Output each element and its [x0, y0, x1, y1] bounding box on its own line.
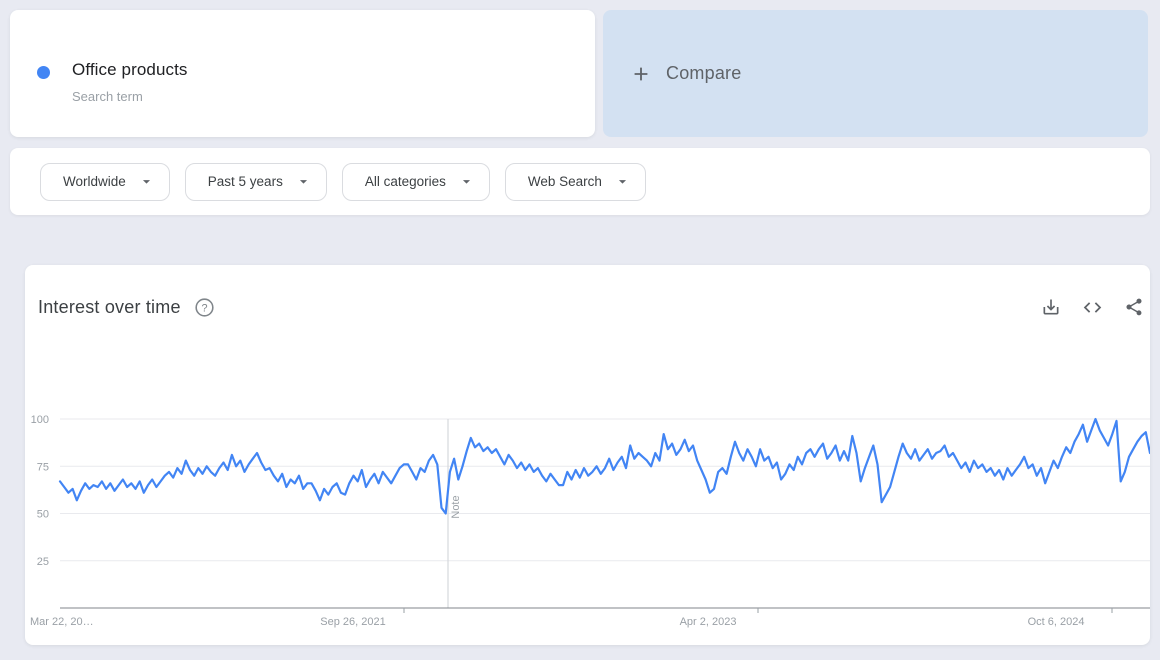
- chevron-down-icon: [142, 180, 150, 184]
- interest-over-time-card: Interest over time ? 100 75 50 25 Note Mar 22…: [25, 265, 1150, 645]
- svg-text:Note: Note: [450, 495, 462, 518]
- region-filter-value: Worldwide: [63, 174, 126, 189]
- download-icon: [1043, 299, 1059, 315]
- category-filter-dropdown[interactable]: All categories: [341, 162, 490, 201]
- svg-text:Mar 22, 20…: Mar 22, 20…: [30, 616, 94, 628]
- svg-text:50: 50: [37, 509, 49, 521]
- share-icon: [1126, 298, 1142, 316]
- chevron-down-icon: [462, 180, 470, 184]
- svg-text:75: 75: [37, 461, 49, 473]
- category-filter-value: All categories: [364, 174, 446, 189]
- share-button[interactable]: [1124, 297, 1144, 317]
- chart-actions: [1041, 297, 1144, 318]
- search-term-card[interactable]: Office products Search term: [10, 10, 595, 137]
- chart-title: Interest over time: [38, 296, 181, 317]
- search-type-filter-dropdown[interactable]: Web Search: [504, 162, 646, 201]
- svg-text:Oct 6, 2024: Oct 6, 2024: [1028, 616, 1085, 628]
- add-comparison-card[interactable]: Compare: [603, 10, 1148, 137]
- region-filter-dropdown[interactable]: Worldwide: [40, 162, 170, 201]
- embed-code-icon: [1083, 301, 1102, 313]
- search-term-name: Office products: [72, 60, 188, 79]
- interest-over-time-chart: 100 75 50 25 Note Mar 22, 20… Sep 26, 2021 Apr …: [30, 414, 1150, 628]
- search-term-type-label: Search term: [72, 89, 143, 104]
- svg-text:Sep 26, 2021: Sep 26, 2021: [320, 616, 385, 628]
- chart-header: Interest over time ?: [38, 295, 1144, 319]
- chevron-down-icon: [299, 180, 307, 184]
- plus-icon: [630, 63, 652, 85]
- download-button[interactable]: [1041, 297, 1061, 317]
- compare-label: Compare: [666, 63, 742, 83]
- series-color-dot: [37, 66, 50, 79]
- svg-text:Apr 2, 2023: Apr 2, 2023: [680, 616, 737, 628]
- help-icon: ?: [195, 297, 214, 317]
- time-range-filter-dropdown[interactable]: Past 5 years: [184, 162, 327, 201]
- help-button[interactable]: ?: [194, 297, 215, 318]
- chevron-down-icon: [618, 180, 626, 184]
- filter-bar: Worldwide Past 5 years All categories We…: [10, 148, 1150, 215]
- time-range-filter-value: Past 5 years: [207, 174, 283, 189]
- search-type-filter-value: Web Search: [527, 174, 602, 189]
- svg-text:?: ?: [201, 302, 207, 314]
- embed-button[interactable]: [1082, 297, 1103, 318]
- svg-text:25: 25: [37, 556, 49, 568]
- svg-text:100: 100: [31, 414, 49, 426]
